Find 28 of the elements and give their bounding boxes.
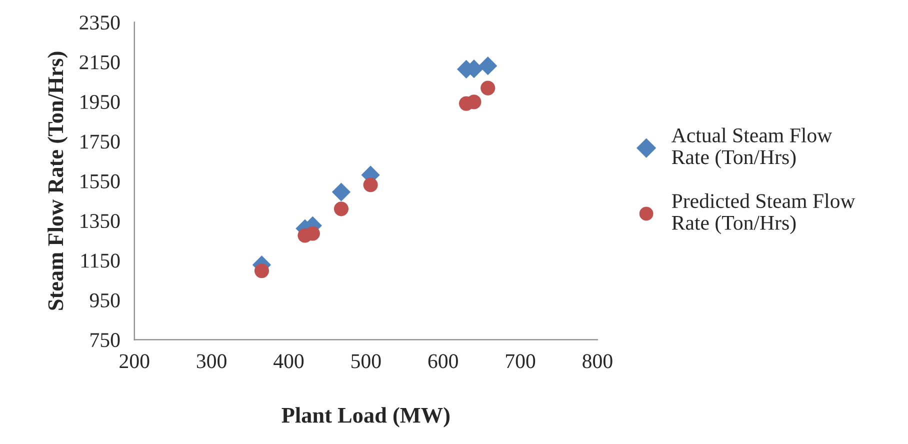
y-axis-title: Steam Flow Rate (Ton/Hrs)	[48, 52, 68, 310]
x-tick-label: 500	[352, 354, 381, 368]
point	[334, 202, 349, 216]
y-tick-label: 1150	[81, 254, 120, 268]
x-tick-label: 400	[274, 354, 304, 368]
y-tick-label: 2350	[80, 16, 120, 30]
legend-label: Actual Steam Flow Rate (Ton/Hrs)	[672, 128, 832, 168]
point	[466, 94, 482, 110]
x-axis-title: Plant Load (MW)	[282, 407, 450, 428]
y-tick-label: 950	[90, 293, 120, 308]
y-tick-label: 2150	[80, 55, 120, 70]
x-tick-label: 600	[428, 354, 458, 368]
point	[363, 178, 378, 192]
legend-label: Predicted Steam Flow Rate (Ton/Hrs)	[672, 193, 856, 234]
point	[478, 56, 498, 76]
y-tick-label: 1550	[80, 174, 120, 188]
point	[305, 226, 320, 241]
point	[332, 182, 351, 202]
x-tick-label: 200	[120, 354, 150, 368]
y-tick-label: 1350	[80, 214, 120, 228]
y-tick-label: 1750	[80, 134, 120, 149]
x-tick-label: 700	[506, 354, 536, 368]
point	[254, 264, 270, 278]
point	[480, 80, 496, 96]
y-tick-label: 1950	[80, 94, 120, 109]
x-tick-label: 800	[582, 354, 612, 368]
y-tick-label: 750	[90, 333, 120, 348]
x-tick-label: 300	[196, 354, 226, 368]
